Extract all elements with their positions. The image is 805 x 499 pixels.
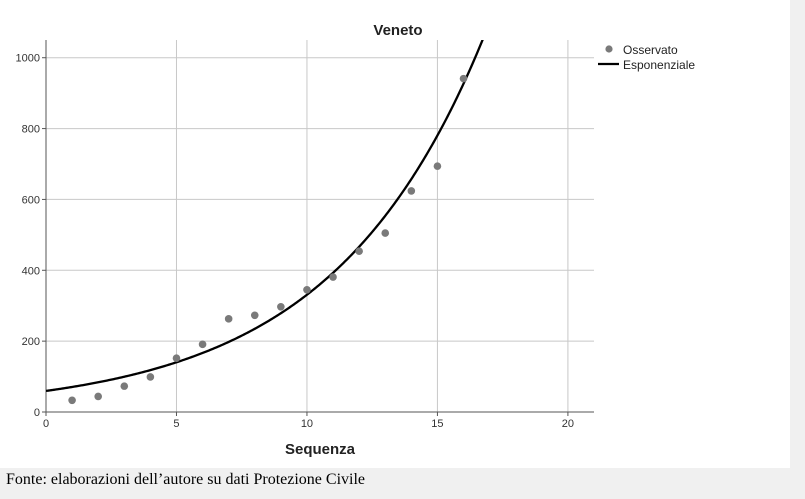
data-point-osservato-16 [459,74,468,83]
legend: Osservato Esponenziale [598,43,695,72]
y-tick-label-600: 600 [22,194,40,206]
y-tick-label-800: 800 [22,124,40,136]
data-point-osservato-4 [146,373,155,381]
legend-label-esponenziale: Esponenziale [623,58,695,72]
data-point-osservato-9 [277,302,285,311]
x-tick-labels: 0 5 10 15 20 [43,412,574,430]
data-point-osservato-2 [94,392,102,401]
data-point-osservato-15 [433,162,442,170]
y-tick-label-0: 0 [34,407,40,419]
y-tick-label-200: 200 [22,336,40,348]
grid-lines [46,40,594,412]
y-tick-label-400: 400 [22,265,40,277]
data-point-osservato-8 [250,311,259,320]
data-point-osservato-7 [224,315,233,323]
x-tick-label-20: 20 [562,418,574,430]
chart-svg: 0 5 10 15 20 0 200 400 600 800 1000 Veneto Sequen… [16,22,696,458]
chart-title: Veneto [373,22,422,39]
source-caption: Fonte: elaborazioni dell’autore su dati … [6,471,366,488]
x-tick-label-10: 10 [301,418,313,430]
y-tick-label-1000: 1000 [16,53,40,65]
data-point-osservato-12 [355,247,363,255]
axes [45,40,594,413]
legend-label-osservato: Osservato [623,43,678,57]
points-layer [68,74,468,405]
legend-marker-osservato [605,45,613,53]
data-point-osservato-6 [198,340,207,349]
data-point-osservato-11 [329,273,337,281]
data-point-osservato-14 [407,187,416,195]
x-tick-label-0: 0 [43,418,49,430]
x-axis-label: Sequenza [285,441,356,458]
x-tick-label-15: 15 [431,418,443,430]
curve-layer [46,40,484,393]
data-point-osservato-13 [381,229,390,237]
data-point-osservato-1 [68,396,76,405]
data-point-osservato-10 [303,285,311,294]
series-line-esponenziale [46,40,484,393]
chart-figure: 0 5 10 15 20 0 200 400 600 800 1000 Veneto Sequen… [0,0,790,468]
y-tick-labels: 0 200 400 600 800 1000 [16,53,46,419]
data-point-osservato-3 [120,382,129,390]
data-point-osservato-5 [172,354,181,362]
x-tick-label-5: 5 [173,418,179,430]
